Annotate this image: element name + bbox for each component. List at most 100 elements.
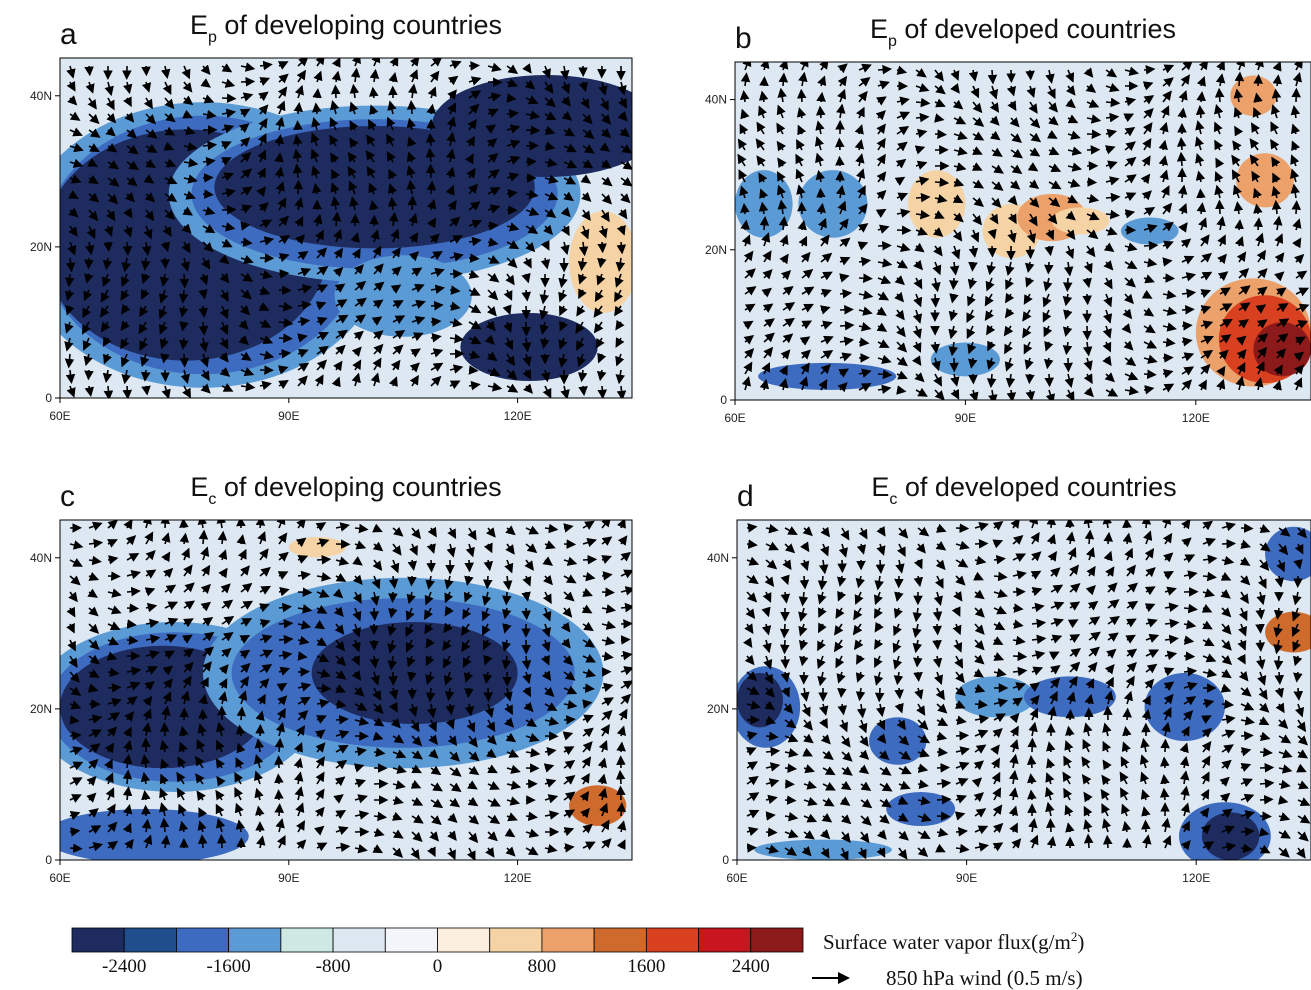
wind-arrow (144, 192, 156, 203)
wind-arrow (275, 181, 285, 195)
wind-arrow (183, 190, 196, 200)
wind-arrow (1253, 74, 1263, 87)
wind-arrow (1065, 708, 1075, 721)
wind-arrow (598, 225, 608, 239)
wind-arrow (331, 70, 342, 83)
wind-arrow (449, 333, 465, 344)
x-tick-label: 120E (504, 871, 532, 885)
wind-arrow (563, 127, 576, 137)
wind-arrow (425, 132, 436, 147)
wind-arrow (351, 58, 361, 67)
wind-arrow (816, 91, 826, 103)
wind-arrow (449, 301, 461, 311)
wind-arrow (373, 263, 384, 275)
wind-arrow (240, 168, 252, 179)
wind-arrow (258, 104, 269, 115)
wind-arrow (446, 148, 456, 163)
wind-arrow (65, 305, 75, 316)
wind-arrow (779, 623, 790, 639)
wind-arrow (468, 380, 481, 391)
wind-arrow (430, 284, 445, 294)
wind-arrow (578, 385, 588, 397)
panel-title: Ec of developing countries (190, 472, 501, 508)
wind-arrow (311, 165, 321, 179)
wind-arrow (143, 225, 153, 240)
wind-arrow (560, 225, 570, 237)
wind-arrow (521, 305, 531, 320)
wind-arrow (504, 337, 514, 351)
wind-arrow (468, 90, 482, 100)
wind-arrow (278, 301, 294, 312)
wind-arrow (84, 385, 95, 397)
wind-arrow (596, 273, 606, 286)
wind-arrow (1159, 787, 1170, 801)
colorbar-box (123, 927, 177, 953)
wind-arrow (620, 619, 632, 629)
x-tick-label: 60E (49, 409, 70, 423)
wind-arrow (256, 186, 266, 197)
wind-arrow (1240, 731, 1254, 741)
wind-arrow (145, 158, 156, 168)
wind-arrow (126, 144, 139, 155)
wind-arrow (331, 168, 340, 180)
wind-arrow (369, 86, 379, 99)
wind-arrow (558, 305, 568, 317)
wind-arrow (1293, 687, 1304, 701)
colorbar-label: -800 (316, 956, 351, 977)
wind-arrow (259, 60, 273, 71)
wind-arrow (1045, 818, 1056, 833)
wind-arrow (1046, 520, 1057, 529)
wind-arrow (406, 151, 416, 163)
wind-arrow (816, 187, 826, 199)
wind-arrow (390, 284, 402, 294)
wind-arrow (316, 554, 332, 565)
wind-arrow (974, 539, 989, 549)
wind-arrow (1025, 69, 1035, 81)
wind-arrow (408, 213, 418, 227)
wind-arrow (329, 134, 339, 147)
wind-arrow (466, 167, 476, 179)
wind-arrow (506, 172, 520, 182)
wind-arrow (1291, 200, 1302, 215)
wind-arrow (85, 81, 95, 94)
wind-arrow (69, 127, 83, 137)
wind-arrow (525, 110, 541, 120)
wind-arrow (449, 285, 461, 295)
wind-arrow (202, 140, 218, 151)
wind-arrow (368, 182, 378, 195)
wind-arrow (67, 95, 78, 106)
wind-arrow (200, 78, 211, 88)
wind-arrow (183, 142, 198, 152)
flux-contour (886, 792, 956, 826)
wind-arrow (600, 128, 612, 139)
wind-arrow (240, 151, 252, 163)
wind-arrow (350, 67, 361, 83)
wind-arrow (411, 283, 425, 293)
wind-arrow (1181, 321, 1193, 331)
wind-arrow (522, 63, 532, 74)
wind-arrow (297, 587, 313, 597)
wind-arrow (221, 108, 237, 118)
wind-arrow (182, 206, 193, 216)
wind-arrow (406, 179, 417, 195)
wind-arrow (447, 102, 456, 115)
wind-arrow (182, 385, 191, 398)
wind-arrow (141, 81, 152, 93)
wind-arrow (369, 607, 380, 622)
wind-arrow (240, 137, 251, 148)
wind-arrow (369, 199, 379, 211)
wind-arrow (239, 305, 251, 316)
wind-arrow (278, 333, 293, 344)
wind-arrow (64, 289, 75, 302)
wind-arrow (858, 273, 873, 284)
wind-arrow (387, 100, 397, 115)
wind-arrow (331, 376, 341, 388)
wind-arrow (278, 348, 292, 359)
wind-arrow (347, 166, 357, 179)
wind-arrow (107, 682, 122, 693)
wind-arrow (934, 129, 947, 139)
wind-arrow (240, 381, 256, 392)
wind-arrow (506, 78, 519, 88)
wind-arrow (179, 321, 189, 332)
wind-arrow (523, 383, 533, 394)
